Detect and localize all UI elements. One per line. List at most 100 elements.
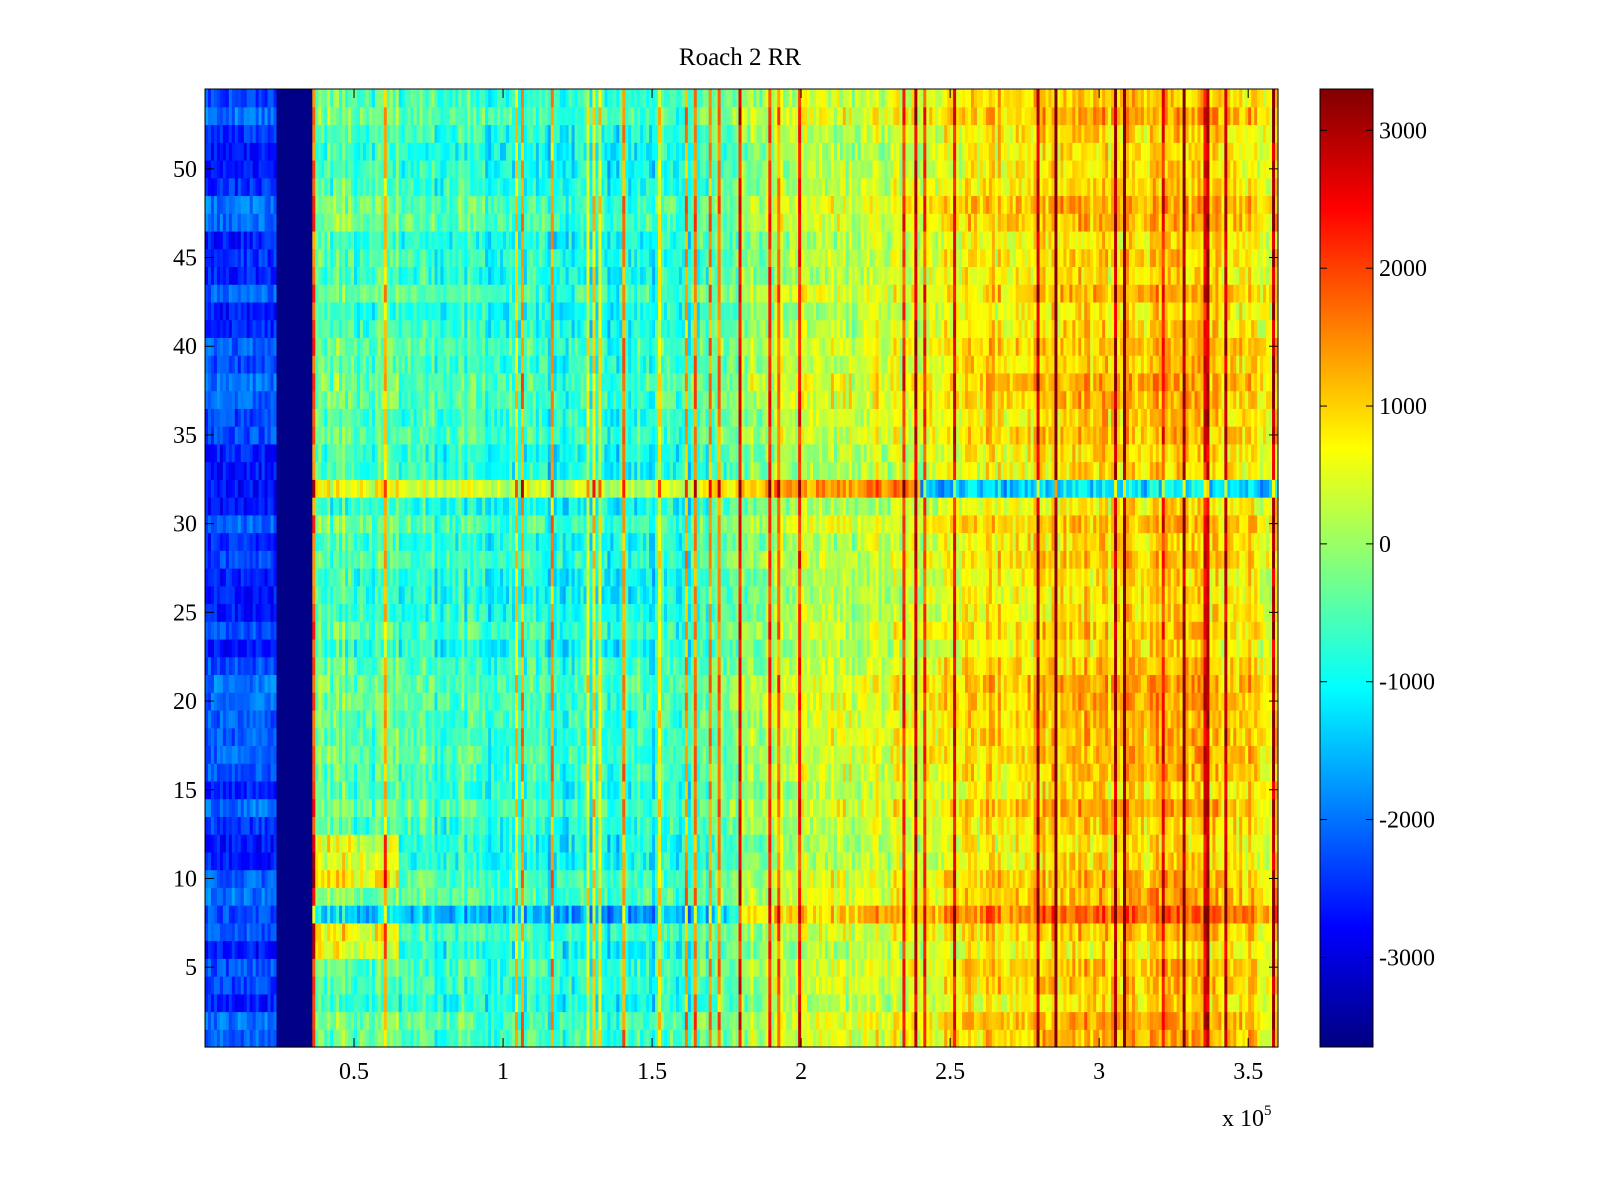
heatmap-cell [973, 834, 978, 853]
heatmap-cell [377, 834, 382, 853]
heatmap-cell [1009, 1011, 1014, 1030]
heatmap-cell [744, 869, 749, 888]
heatmap-cell [1078, 816, 1082, 835]
heatmap-cell [917, 1011, 921, 1030]
heatmap-cell [1275, 993, 1279, 1013]
heatmap-cell [941, 905, 945, 924]
heatmap-cell [520, 976, 525, 995]
heatmap-cell [813, 834, 817, 853]
heatmap-cell [321, 798, 325, 817]
heatmap-cell [264, 1029, 269, 1048]
heatmap-cell [419, 834, 424, 853]
heatmap-cell [565, 958, 570, 977]
heatmap-cell [893, 869, 898, 888]
heatmap-cell [774, 798, 778, 817]
heatmap-cell [237, 1011, 242, 1030]
heatmap-cell [845, 1029, 850, 1048]
heatmap-cell [401, 976, 406, 995]
heatmap-cell [973, 851, 978, 871]
heatmap-cell [1200, 922, 1205, 942]
heatmap-cell [1263, 869, 1267, 888]
heatmap-cell [669, 834, 674, 853]
heatmap-cell [830, 1029, 835, 1048]
heatmap-cell [1084, 993, 1088, 1013]
heatmap-cell [506, 798, 510, 817]
heatmap-cell [479, 816, 483, 835]
heatmap-cell [857, 834, 862, 853]
heatmap-cell [604, 976, 608, 995]
heatmap-cell [1179, 940, 1184, 959]
heatmap-cell [207, 940, 212, 959]
heatmap-cell [392, 905, 397, 924]
heatmap-cell [237, 816, 242, 835]
heatmap-cell [1063, 922, 1067, 942]
heatmap-cell [923, 958, 927, 977]
heatmap-cell [1128, 1011, 1133, 1030]
heatmap-cell [1024, 869, 1029, 888]
heatmap-cell [732, 1029, 737, 1048]
heatmap-cell [1242, 958, 1246, 977]
heatmap-cell [795, 869, 799, 888]
heatmap-cell [687, 958, 692, 977]
heatmap-cell [1206, 905, 1211, 924]
heatmap-cell [389, 816, 394, 835]
heatmap-cell [669, 922, 674, 942]
heatmap-cell [1212, 1011, 1217, 1030]
heatmap-cell [979, 922, 984, 942]
heatmap-cell [452, 798, 456, 817]
heatmap-cell [1275, 816, 1279, 835]
heatmap-cell [273, 1029, 278, 1048]
heatmap-cell [458, 816, 462, 835]
heatmap-cell [1009, 834, 1014, 853]
heatmap-cell [1128, 887, 1133, 906]
heatmap-cell [1036, 958, 1041, 977]
heatmap-cell [437, 798, 442, 817]
heatmap-cell [720, 922, 725, 942]
heatmap-cell [309, 851, 313, 871]
heatmap-cell [833, 834, 838, 853]
heatmap-cell [610, 905, 614, 924]
heatmap-cell [789, 922, 793, 942]
heatmap-cell [371, 851, 376, 871]
heatmap-cell [801, 798, 805, 817]
heatmap-cell [577, 869, 582, 888]
heatmap-cell [1266, 869, 1270, 888]
heatmap-cell [714, 976, 719, 995]
heatmap-cell [309, 993, 313, 1013]
heatmap-cell [494, 993, 498, 1013]
heatmap-cell [669, 851, 674, 871]
heatmap-cell [887, 922, 892, 942]
heatmap-cell [264, 798, 269, 817]
heatmap-cell [297, 1029, 301, 1048]
heatmap-cell [556, 958, 561, 977]
heatmap-cell [327, 869, 331, 888]
heatmap-cell [1146, 976, 1151, 995]
heatmap-cell [330, 851, 334, 871]
heatmap-cell [386, 1011, 391, 1030]
heatmap-cell [568, 869, 573, 888]
heatmap-cell [565, 834, 570, 853]
heatmap-cell [720, 958, 725, 977]
heatmap-cell [359, 798, 364, 817]
heatmap-cell [968, 816, 972, 835]
heatmap-cell [1131, 993, 1136, 1013]
heatmap-cell [652, 1029, 656, 1048]
heatmap-cell [1099, 887, 1103, 906]
heatmap-cell [389, 887, 394, 906]
heatmap-cell [1128, 798, 1133, 817]
heatmap-cell [1257, 869, 1261, 888]
heatmap-cell [798, 922, 802, 942]
heatmap-cell [899, 958, 904, 977]
heatmap-cell [836, 816, 841, 835]
heatmap-cell [1120, 940, 1124, 959]
heatmap-cell [207, 851, 212, 871]
heatmap-cell [664, 976, 668, 995]
heatmap-cell [756, 922, 760, 942]
heatmap-cell [818, 976, 823, 995]
heatmap-cell [702, 958, 707, 977]
heatmap-cell [616, 834, 620, 853]
heatmap-cell [258, 887, 263, 906]
heatmap-cell [327, 834, 331, 853]
heatmap-cell [407, 816, 412, 835]
heatmap-cell [443, 958, 448, 977]
